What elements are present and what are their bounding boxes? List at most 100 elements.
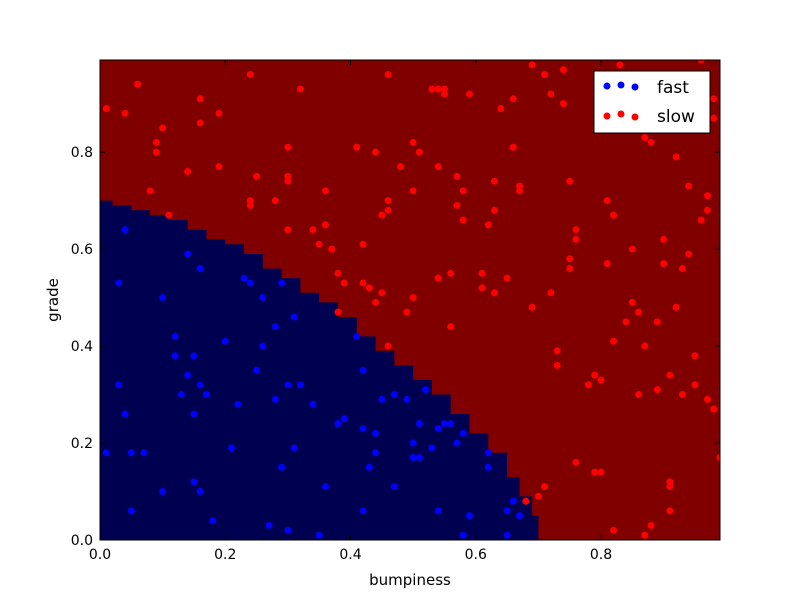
point-slow — [409, 138, 417, 146]
point-fast — [265, 521, 273, 529]
point-slow — [541, 71, 549, 79]
point-fast — [115, 381, 123, 389]
point-fast — [171, 332, 179, 340]
point-slow — [660, 235, 668, 243]
point-slow — [685, 182, 693, 190]
point-fast — [296, 381, 304, 389]
point-slow — [509, 95, 517, 103]
point-fast — [340, 415, 348, 423]
y-tick-label: 0.2 — [71, 436, 93, 452]
point-fast — [453, 439, 461, 447]
point-fast — [240, 274, 248, 282]
point-slow — [591, 468, 599, 476]
legend-marker-fast-dot — [603, 82, 611, 90]
point-slow — [397, 163, 405, 171]
point-slow — [215, 163, 223, 171]
point-slow — [591, 371, 599, 379]
point-fast — [509, 497, 517, 505]
point-fast — [190, 410, 198, 418]
point-fast — [196, 381, 204, 389]
point-fast — [127, 449, 135, 457]
point-slow — [309, 226, 317, 234]
point-slow — [610, 526, 618, 534]
point-slow — [315, 240, 323, 248]
legend-label-fast: fast — [657, 78, 689, 98]
point-fast — [121, 226, 129, 234]
point-slow — [378, 211, 386, 219]
point-slow — [710, 95, 718, 103]
point-slow — [328, 245, 336, 253]
legend-box — [593, 70, 711, 134]
point-slow — [685, 250, 693, 258]
point-fast — [278, 463, 286, 471]
legend-marker-fast-dot — [617, 81, 625, 89]
point-slow — [434, 274, 442, 282]
point-slow — [622, 318, 630, 326]
point-slow — [710, 114, 718, 122]
point-fast — [202, 391, 210, 399]
point-slow — [528, 303, 536, 311]
point-slow — [152, 148, 160, 156]
point-slow — [409, 187, 417, 195]
point-slow — [628, 298, 636, 306]
point-slow — [666, 371, 674, 379]
point-slow — [641, 134, 649, 142]
point-slow — [459, 216, 467, 224]
point-slow — [321, 187, 329, 195]
point-slow — [566, 177, 574, 185]
point-slow — [660, 260, 668, 268]
point-slow — [678, 264, 686, 272]
point-slow — [666, 483, 674, 491]
point-slow — [678, 391, 686, 399]
legend-marker-fast — [603, 81, 639, 91]
point-slow — [566, 264, 574, 272]
legend-marker-slow-dot — [631, 113, 639, 121]
point-fast — [159, 294, 167, 302]
point-slow — [321, 221, 329, 229]
point-slow — [246, 197, 254, 205]
point-slow — [635, 391, 643, 399]
point-slow — [334, 308, 342, 316]
point-fast — [196, 264, 204, 272]
plot-frame — [99, 59, 721, 541]
point-fast — [259, 294, 267, 302]
point-slow — [440, 85, 448, 93]
point-fast — [259, 342, 267, 350]
point-fast — [184, 371, 192, 379]
point-fast — [440, 420, 448, 428]
point-slow — [653, 386, 661, 394]
point-slow — [616, 61, 624, 69]
point-slow — [159, 124, 167, 132]
point-slow — [559, 66, 567, 74]
point-fast — [359, 424, 367, 432]
point-slow — [603, 197, 611, 205]
point-slow — [134, 80, 142, 88]
point-slow — [359, 279, 367, 287]
x-tick-label: 0.0 — [89, 547, 111, 563]
point-slow — [672, 303, 680, 311]
point-slow — [453, 172, 461, 180]
point-slow — [365, 284, 373, 292]
point-fast — [353, 332, 361, 340]
point-fast — [390, 391, 398, 399]
point-fast — [428, 444, 436, 452]
point-slow — [284, 172, 292, 180]
point-slow — [378, 289, 386, 297]
y-tick-label: 0.0 — [71, 533, 93, 549]
y-tick-label: 0.4 — [71, 339, 93, 355]
point-fast — [372, 429, 380, 437]
point-fast — [378, 395, 386, 403]
point-slow — [284, 226, 292, 234]
point-fast — [315, 531, 323, 539]
plot-area — [100, 60, 720, 540]
point-slow — [459, 187, 467, 195]
point-fast — [196, 488, 204, 496]
point-fast — [190, 478, 198, 486]
point-fast — [159, 488, 167, 496]
point-slow — [641, 531, 649, 539]
point-fast — [321, 483, 329, 491]
y-tick-label: 0.8 — [71, 145, 93, 161]
x-tick-label: 0.6 — [465, 547, 487, 563]
point-slow — [340, 279, 348, 287]
point-fast — [465, 512, 473, 520]
